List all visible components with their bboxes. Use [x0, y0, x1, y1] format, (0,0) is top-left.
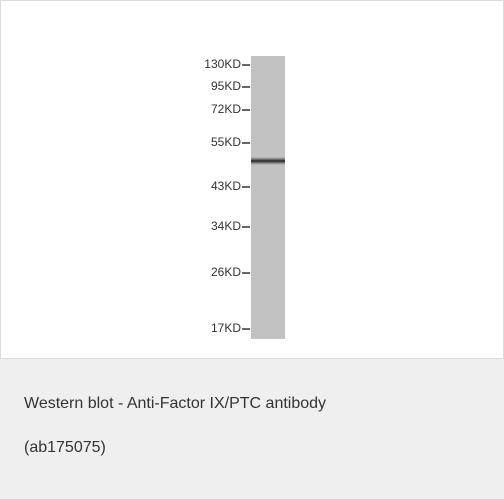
blot-image-area: 130KD 95KD 72KD 55KD 43KD 34KD 26KD 17KD	[0, 0, 504, 359]
marker-label: 17KD	[211, 321, 241, 335]
marker-label: 130KD	[204, 57, 241, 71]
marker-label: 72KD	[211, 102, 241, 116]
caption-text: (ab175075)	[24, 439, 106, 457]
caption-area: Western blot - Anti-Factor IX/PTC antibo…	[0, 359, 504, 499]
marker-ladder: 130KD 95KD 72KD 55KD 43KD 34KD 26KD 17KD	[204, 57, 250, 335]
caption-text: Western blot - Anti-Factor IX/PTC antibo…	[24, 395, 326, 413]
marker-label: 34KD	[211, 219, 241, 233]
figure-card: 130KD 95KD 72KD 55KD 43KD 34KD 26KD 17KD Wester…	[0, 0, 504, 499]
protein-band	[251, 157, 285, 165]
blot-image: 130KD 95KD 72KD 55KD 43KD 34KD 26KD 17KD	[1, 1, 503, 358]
marker-label: 26KD	[211, 265, 241, 279]
marker-label: 55KD	[211, 135, 241, 149]
blot-lane	[251, 56, 285, 339]
marker-label: 95KD	[211, 79, 241, 93]
marker-label: 43KD	[211, 179, 241, 193]
